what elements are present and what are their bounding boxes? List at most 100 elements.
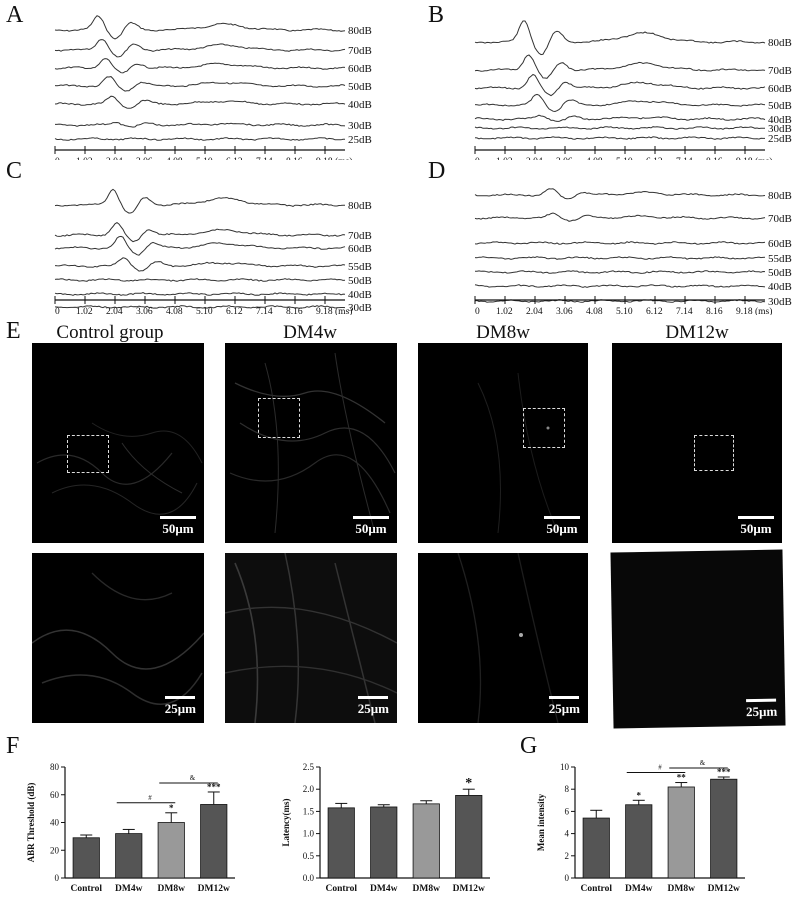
fiber-texture — [457, 553, 559, 723]
abr-trace — [474, 284, 766, 288]
y-tick-label: 1.0 — [303, 829, 315, 839]
level-label: 80dB — [768, 190, 792, 202]
y-tick-label: 2.5 — [303, 762, 315, 772]
panel-label-a: A — [6, 2, 24, 28]
abr-trace — [474, 73, 766, 97]
x-tick-label: Control — [581, 884, 613, 894]
y-tick-label: 0.5 — [303, 851, 315, 861]
micro-title-control: Control group — [56, 322, 164, 343]
abr-waveforms-d: 80dB 70dB 60dB 55dB 50dB 40dB 30dB 0 1.02 2.04 3.0… — [474, 188, 792, 315]
abr-trace — [474, 241, 766, 245]
time-tick-label: 1.02 — [496, 157, 513, 160]
time-tick-label: 2.04 — [106, 307, 123, 315]
level-label: 25dB — [768, 133, 792, 145]
abr-trace — [54, 235, 346, 256]
x-tick-label: DM4w — [625, 884, 653, 894]
fiber-texture — [32, 572, 204, 705]
x-tick-label: DM4w — [370, 884, 398, 894]
y-tick-label: 40 — [50, 818, 60, 828]
scale-bar: 50μm — [160, 516, 196, 537]
abr-trace — [54, 137, 345, 141]
micro-image-dm4w-zoom: 25μm — [225, 553, 397, 723]
abr-trace — [54, 292, 346, 296]
level-label: 55dB — [348, 261, 372, 273]
level-label: 40dB — [768, 281, 792, 293]
scale-bar: 50μm — [738, 516, 774, 537]
bar — [200, 804, 228, 879]
time-tick-label: 7.14 — [256, 157, 273, 160]
x-tick-label: DM12w — [198, 884, 230, 894]
x-tick-label: Control — [71, 884, 103, 894]
y-tick-label: 0 — [55, 873, 60, 883]
y-tick-label: 0 — [565, 873, 570, 883]
y-axis-label: ABR Threshold (dB) — [26, 783, 36, 863]
time-tick-label: 7.14 — [256, 307, 273, 315]
abr-trace — [54, 188, 346, 214]
abr-trace — [54, 39, 346, 58]
significance-mark: *** — [717, 767, 731, 777]
micro-title-dm8w: DM8w — [476, 322, 530, 343]
bar — [327, 807, 355, 879]
time-tick-label: 0 — [55, 307, 60, 315]
x-tick-label: DM12w — [453, 884, 485, 894]
bar — [412, 803, 440, 879]
y-tick-label: 0.0 — [303, 873, 315, 883]
time-unit: (ms) — [335, 156, 352, 160]
scale-bar: 25μm — [549, 696, 580, 717]
micro-image-dm12w-zoom: 25μm — [610, 549, 786, 729]
time-tick-label: 8.16 — [286, 307, 303, 315]
abr-trace — [474, 299, 766, 303]
panel-label-e: E — [6, 318, 21, 344]
micro-image-dm4w-overview: 50μm — [225, 343, 397, 543]
fiber-texture — [229, 352, 396, 534]
x-tick-label: DM8w — [668, 884, 696, 894]
level-label: 80dB — [348, 25, 372, 37]
panel-label-d: D — [428, 158, 446, 184]
bar-chart-abr-threshold: 0 20 40 60 80 ABR Threshold (dB) Control DM4w * D… — [26, 762, 235, 894]
abr-trace — [55, 121, 346, 128]
y-tick-label: 1.5 — [303, 806, 315, 816]
time-tick-label: 9.18 — [736, 307, 753, 315]
time-tick-label: 6.12 — [226, 307, 243, 315]
roi-box — [694, 435, 734, 471]
y-tick-label: 6 — [565, 806, 570, 816]
level-label: 40dB — [768, 114, 792, 126]
micro-image-dm8w-zoom: 25μm — [418, 553, 588, 723]
bar — [455, 795, 483, 879]
time-tick-label: 0 — [475, 307, 480, 315]
level-label: 50dB — [348, 81, 372, 93]
bar-chart-latency: 0.0 0.5 1.0 1.5 2.0 2.5 Latency(ms) Control DM4w… — [281, 762, 490, 894]
roi-box — [258, 398, 300, 438]
time-unit: (ms) — [755, 156, 772, 160]
scale-bar: 25μm — [358, 696, 389, 717]
level-label: 80dB — [348, 200, 372, 212]
time-tick-label: 6.12 — [646, 157, 663, 160]
micro-title-dm12w: DM12w — [665, 322, 729, 343]
bar-chart-mean-intensity: 0 2 4 6 8 10 Mean intensity Control * DM4w ** DM8w *… — [536, 759, 745, 894]
bar — [667, 786, 695, 879]
time-tick-label: 1.02 — [76, 157, 93, 160]
level-label: 70dB — [348, 230, 372, 242]
abr-trace — [54, 15, 346, 40]
bar — [115, 833, 143, 879]
time-tick-label: 3.06 — [556, 157, 573, 160]
panel-label-f: F — [6, 733, 20, 759]
level-label: 60dB — [768, 238, 792, 250]
time-tick-label: 2.04 — [106, 157, 123, 160]
significance-mark: * — [465, 776, 472, 791]
micro-image-dm12w-overview: 50μm — [612, 343, 782, 543]
y-tick-label: 8 — [565, 784, 570, 794]
time-tick-label: 6.12 — [226, 157, 243, 160]
time-tick-label: 4.08 — [166, 307, 183, 315]
bar — [370, 806, 398, 879]
abr-trace — [54, 221, 346, 243]
time-tick-label: 8.16 — [706, 307, 723, 315]
y-axis-label: Mean intensity — [536, 793, 546, 851]
level-label: 25dB — [348, 134, 372, 146]
level-label: 70dB — [348, 45, 372, 57]
level-label: 60dB — [348, 243, 372, 255]
time-tick-label: 7.14 — [676, 157, 693, 160]
time-tick-label: 7.14 — [676, 307, 693, 315]
